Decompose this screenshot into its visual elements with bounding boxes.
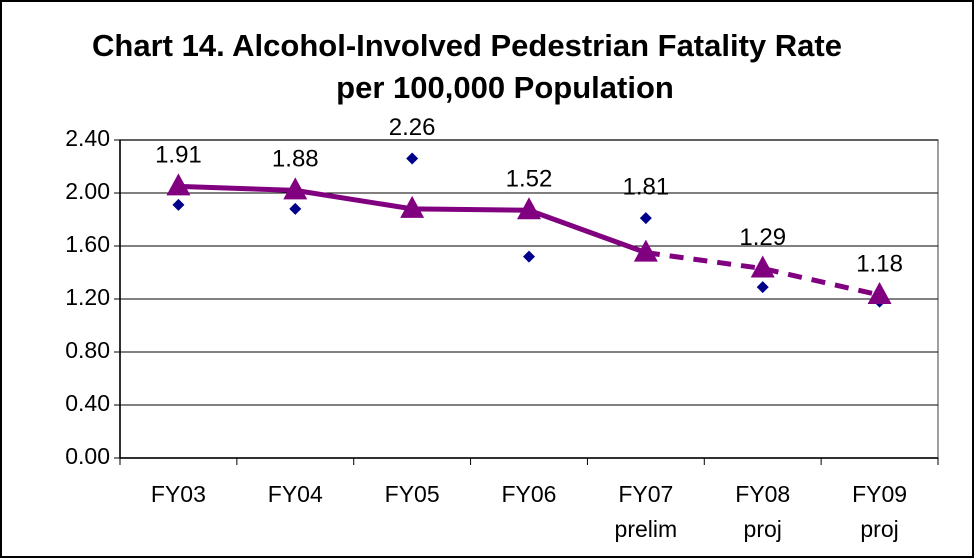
data-label: 1.81 [622,174,669,201]
y-tick-label: 0.80 [65,337,110,363]
triangle-marker [633,239,658,262]
y-tick-label: 2.40 [65,125,110,151]
diamond-marker [289,202,302,215]
y-tick-label: 0.00 [65,443,110,469]
x-tick-label: FY06 [502,481,557,507]
x-tick-label: proj [860,516,898,542]
data-label: 2.26 [389,114,436,141]
x-tick-label: FY08 [735,481,790,507]
diamond-marker [172,198,185,211]
data-label: 1.18 [856,250,903,277]
x-tick-label: prelim [615,516,678,542]
data-label: 1.88 [272,146,319,173]
y-tick-label: 2.00 [65,178,110,204]
x-tick-label: FY04 [268,481,323,507]
triangle-marker [283,177,308,200]
data-label: 1.52 [506,166,553,193]
x-tick-label: FY09 [852,481,907,507]
triangle-marker [750,255,775,278]
line [645,250,881,298]
y-tick-label: 1.60 [65,231,110,257]
x-tick-label: FY03 [151,481,206,507]
chart-title: Chart 14. Alcohol-Involved Pedestrian Fa… [92,28,842,63]
data-label: 1.29 [739,224,786,251]
y-tick-label: 0.40 [65,390,110,416]
chart-title: per 100,000 Population [336,70,674,105]
data-label: 1.91 [155,142,202,169]
x-tick-label: FY07 [618,481,673,507]
diamond-marker [523,250,535,263]
x-tick-label: proj [744,516,782,542]
triangle-marker [166,173,191,196]
triangle-marker [867,282,892,305]
x-tick-label: FY05 [385,481,440,507]
diamond-marker [406,152,419,165]
y-tick-label: 1.20 [65,284,110,310]
diamond-marker [639,212,652,225]
diamond-marker [756,281,769,294]
triangle-marker [517,197,541,220]
triangle-marker [400,195,425,218]
